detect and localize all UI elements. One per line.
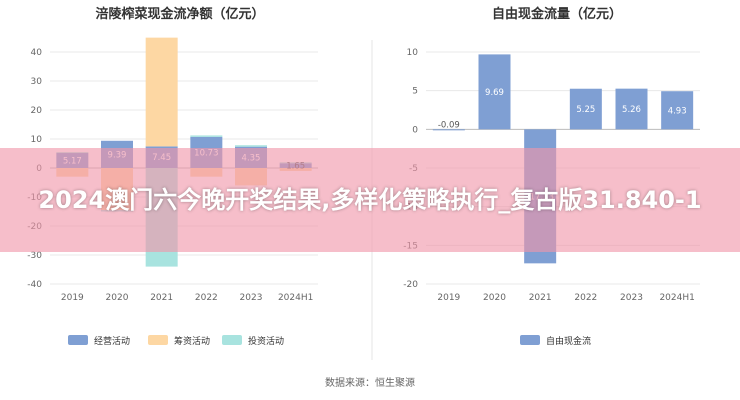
right-x-ticks: 2019 2020 2021 2022 2023 2024H1 xyxy=(437,293,694,303)
right-data-label: 9.69 xyxy=(485,88,504,98)
right-legend: 自由现金流 xyxy=(520,335,591,347)
left-legend-swatch xyxy=(68,335,88,345)
left-legend-label: 筹资活动 xyxy=(174,335,210,347)
left-chart-title: 涪陵榨菜现金流净额（亿元） xyxy=(95,6,264,22)
right-x-tick-label: 2021 xyxy=(529,293,552,303)
right-y-tick-label: 0 xyxy=(412,125,418,135)
right-legend-swatch xyxy=(520,335,540,345)
right-data-label: 5.26 xyxy=(622,105,641,115)
right-chart-title: 自由现金流量（亿元） xyxy=(492,6,622,22)
left-x-tick-label: 2019 xyxy=(61,293,84,303)
left-bar-2 xyxy=(235,145,267,147)
overlay-banner: 2024澳门六今晚开奖结果,多样化策略执行_复古版31.840-1 xyxy=(0,148,740,252)
right-bar xyxy=(569,88,602,130)
right-y-tick-label: 5 xyxy=(412,87,418,97)
left-legend-swatch xyxy=(148,335,168,345)
left-bar-2 xyxy=(190,135,223,137)
left-x-tick-label: 2023 xyxy=(240,293,263,303)
left-legend-swatch xyxy=(222,335,242,345)
left-x-tick-label: 2021 xyxy=(150,293,173,303)
left-y-tick-label: 40 xyxy=(31,48,43,58)
left-y-tick-label: 30 xyxy=(31,77,43,87)
right-bar xyxy=(432,129,465,131)
left-x-ticks: 2019 2020 2021 2022 2023 2024H1 xyxy=(61,293,313,303)
left-y-tick-label: -30 xyxy=(27,251,42,261)
right-x-tick-label: 2020 xyxy=(483,293,506,303)
left-x-tick-label: 2022 xyxy=(195,293,218,303)
right-legend-label: 自由现金流 xyxy=(546,335,591,347)
right-bar xyxy=(478,54,511,130)
right-data-label: -0.09 xyxy=(438,120,460,130)
data-source: 数据来源：恒生聚源 xyxy=(325,376,415,389)
left-legend: 经营活动 筹资活动 投资活动 xyxy=(68,335,284,347)
right-x-tick-label: 2019 xyxy=(437,293,460,303)
right-y-tick-label: 10 xyxy=(407,48,419,58)
left-legend-label: 经营活动 xyxy=(94,335,130,347)
left-x-tick-label: 2020 xyxy=(106,293,129,303)
right-x-tick-label: 2023 xyxy=(620,293,643,303)
left-legend-label: 投资活动 xyxy=(248,335,284,347)
right-x-tick-label: 2024H1 xyxy=(659,293,694,303)
banner-text: 2024澳门六今晚开奖结果,多样化策略执行_复古版31.840-1 xyxy=(38,186,702,214)
right-data-label: 5.25 xyxy=(576,105,595,115)
right-y-tick-label: -20 xyxy=(403,280,418,290)
left-y-tick-label: 20 xyxy=(31,106,43,116)
right-data-label: 4.93 xyxy=(668,106,687,116)
right-bar xyxy=(661,91,694,130)
left-y-tick-label: -40 xyxy=(27,280,42,290)
right-bar xyxy=(615,88,648,130)
right-x-tick-label: 2022 xyxy=(574,293,597,303)
left-bar-1 xyxy=(145,37,178,147)
left-x-tick-label: 2024H1 xyxy=(278,293,313,303)
left-y-tick-label: 10 xyxy=(31,135,43,145)
